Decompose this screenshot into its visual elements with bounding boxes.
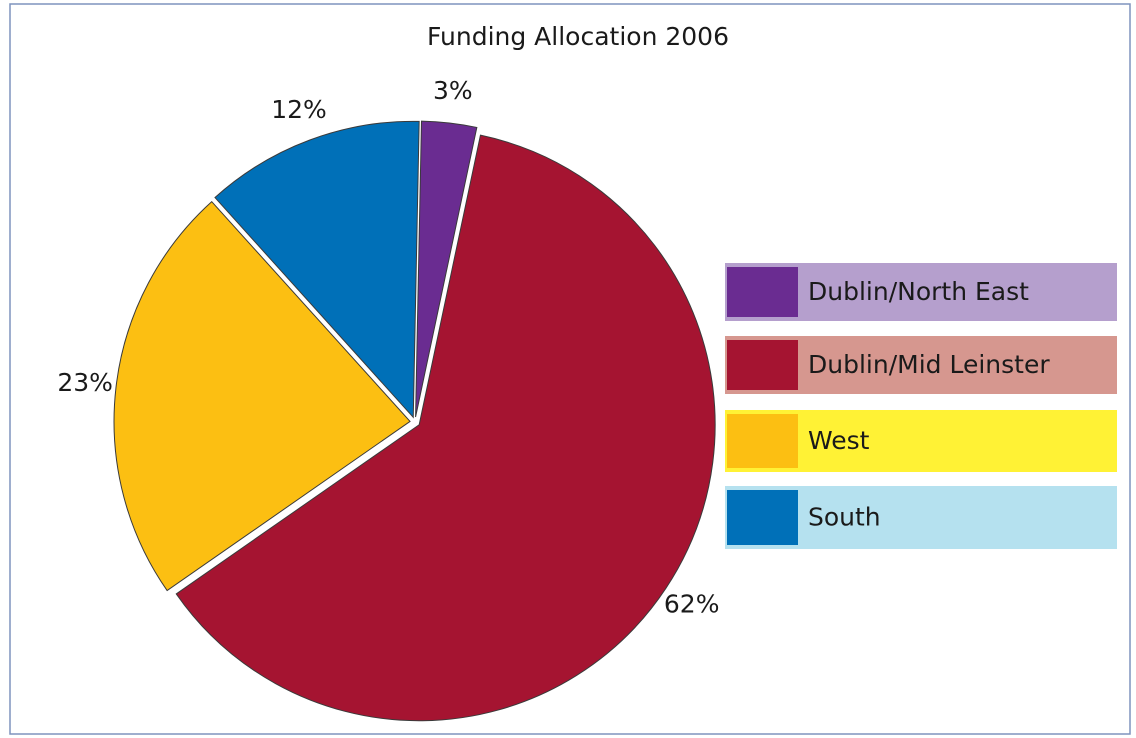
legend-swatch — [727, 267, 798, 317]
pie-slice — [175, 134, 716, 722]
pie-slice — [214, 120, 420, 419]
legend-swatch — [727, 490, 798, 545]
data-label: 23% — [57, 368, 113, 397]
pie-slice — [415, 120, 478, 418]
data-label: 12% — [271, 95, 327, 124]
pie-slice — [113, 200, 411, 592]
chart-title: Funding Allocation 2006 — [427, 22, 729, 51]
data-label: 3% — [433, 76, 473, 105]
legend-swatch — [727, 414, 798, 468]
legend-label: Dublin/Mid Leinster — [808, 350, 1050, 379]
data-label: 62% — [664, 589, 720, 618]
legend-label: West — [808, 426, 870, 455]
legend-label: Dublin/North East — [808, 277, 1029, 306]
legend-swatch — [727, 340, 798, 390]
legend-label: South — [808, 503, 881, 532]
